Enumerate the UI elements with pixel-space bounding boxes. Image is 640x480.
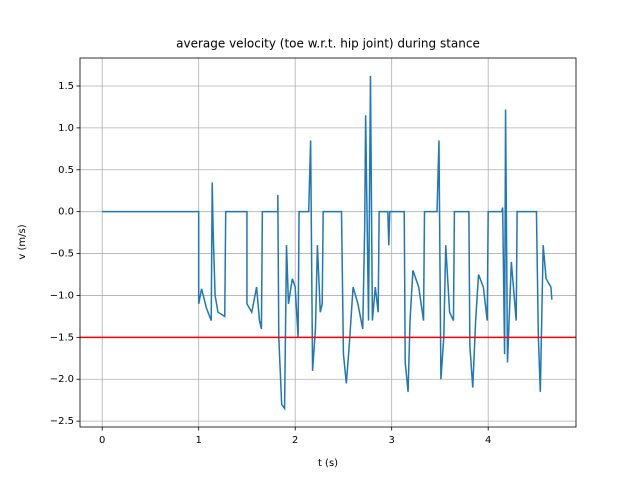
x-tick-label: 4 bbox=[485, 435, 491, 446]
y-tick-label: 1.0 bbox=[58, 123, 74, 134]
data-line bbox=[102, 75, 553, 411]
plot-frame bbox=[79, 57, 577, 428]
y-tick-label: −1.5 bbox=[50, 332, 74, 343]
x-tick-label: 1 bbox=[196, 435, 202, 446]
x-tick-label: 3 bbox=[389, 435, 395, 446]
chart-title: average velocity (toe w.r.t. hip joint) … bbox=[176, 37, 480, 51]
y-axis-label: v (m/s) bbox=[17, 224, 28, 259]
x-tick-label: 2 bbox=[292, 435, 298, 446]
y-tick-label: 0.5 bbox=[58, 165, 74, 176]
y-tick-label: −0.5 bbox=[50, 249, 74, 260]
y-tick-label: 1.5 bbox=[58, 81, 74, 92]
y-tick-label: −1.0 bbox=[50, 290, 74, 301]
y-tick-label: −2.0 bbox=[50, 374, 74, 385]
x-tick-label: 0 bbox=[99, 435, 105, 446]
y-tick-label: 0.0 bbox=[58, 207, 74, 218]
y-tick-label: −2.5 bbox=[50, 416, 74, 427]
x-axis-label: t (s) bbox=[318, 458, 338, 469]
